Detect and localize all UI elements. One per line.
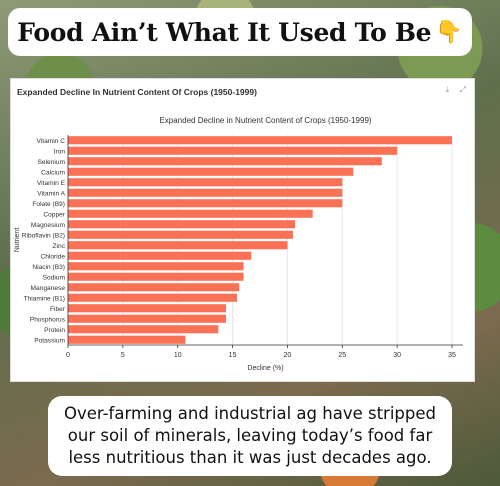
caption-text: Over-farming and industrial ag have stri… [63, 404, 437, 467]
category-label: Phosphorus [30, 316, 66, 323]
x-tick-label: 20 [284, 352, 292, 359]
bar [68, 188, 343, 197]
bar [68, 314, 226, 323]
bar [68, 283, 240, 292]
category-label: Fiber [50, 306, 66, 313]
bar [68, 293, 237, 302]
category-label: Calcium [41, 169, 65, 176]
category-label: Vitamin E [37, 180, 66, 187]
panel-header: Expanded Decline In Nutrient Content Of … [17, 87, 257, 97]
panel-tools: ⤓ ⤢ [438, 85, 467, 95]
bar [68, 251, 252, 260]
x-tick-label: 0 [66, 352, 70, 359]
bar [68, 157, 382, 166]
y-axis-label: Nutrient [14, 228, 21, 253]
category-label: Copper [43, 211, 65, 218]
bar [68, 262, 244, 271]
category-label: Niacin (B3) [32, 264, 65, 271]
x-tick-label: 10 [174, 352, 182, 359]
download-icon[interactable]: ⤓ [445, 85, 450, 94]
category-label: Thiamine (B1) [24, 295, 65, 302]
x-tick-label: 30 [393, 352, 401, 359]
bar [68, 335, 186, 344]
bar [68, 304, 226, 313]
pointing-down-hand-icon: 👇 [435, 19, 463, 45]
category-label: Zinc [53, 243, 66, 250]
category-label: Folate (B9) [32, 201, 65, 208]
title-banner: Food Ain’t What It Used To Be 👇 [8, 8, 472, 56]
chart-panel: Expanded Decline In Nutrient Content Of … [10, 78, 475, 382]
x-tick-label: 15 [229, 352, 237, 359]
bar [68, 146, 398, 155]
bar [68, 272, 244, 281]
bar [68, 209, 313, 218]
category-label: Potassium [34, 337, 65, 344]
bar [68, 241, 288, 250]
category-label: Riboflavin (B2) [22, 232, 65, 239]
category-label: Vitamin C [37, 138, 66, 145]
category-label: Iron [54, 148, 66, 155]
page-title: Food Ain’t What It Used To Be [17, 17, 432, 47]
x-tick-label: 25 [338, 352, 346, 359]
x-tick-label: 35 [448, 352, 456, 359]
bar [68, 220, 296, 229]
caption-box: Over-farming and industrial ag have stri… [48, 396, 452, 476]
bar [68, 230, 293, 239]
category-label: Magnesium [31, 222, 66, 229]
category-label: Vitamin A [37, 190, 65, 197]
bar-chart: Vitamin C Iron Selenium Calcium Vitamin E Vit… [14, 116, 463, 372]
category-label: Selenium [38, 159, 66, 166]
x-axis-label: Decline (%) [247, 365, 283, 372]
bar [68, 136, 453, 145]
bar [68, 199, 343, 208]
chart-title: Expanded Decline in Nutrient Content of … [159, 116, 371, 125]
bar [68, 325, 219, 334]
category-label: Chloride [40, 253, 65, 260]
category-label: Protein [44, 327, 65, 334]
expand-icon[interactable]: ⤢ [459, 85, 466, 94]
category-label: Sodium [43, 274, 66, 281]
bar [68, 167, 354, 176]
bar [68, 178, 343, 187]
x-tick-label: 5 [121, 352, 125, 359]
category-label: Manganese [31, 285, 66, 292]
